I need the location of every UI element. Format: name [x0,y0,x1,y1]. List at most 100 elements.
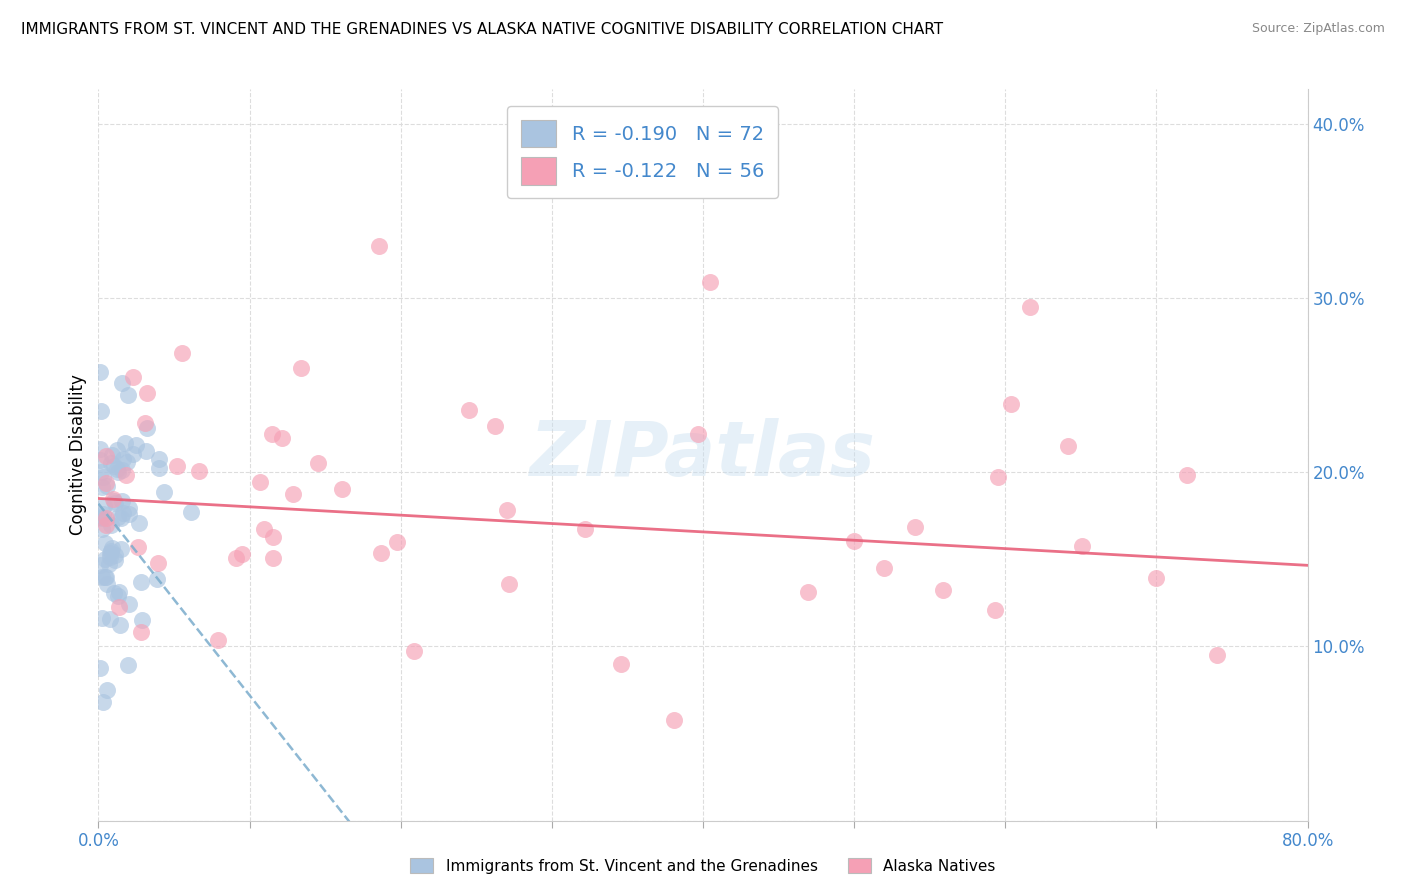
Point [166,458,188,473]
Point [249,475,271,489]
Point [110,511,132,525]
Point [135,385,157,400]
Point [115,455,138,469]
Point [91,695,114,709]
Point [111,494,134,508]
Point [904,520,927,534]
Point [108,618,131,632]
Point [262,550,284,565]
Point [180,506,202,520]
Point [94,518,117,533]
Point [262,530,284,544]
Point [129,574,152,589]
Point [114,436,136,450]
Point [402,644,425,658]
Point [94,535,117,549]
Point [90,404,112,418]
Point [148,451,170,466]
Point [283,486,305,500]
Point [484,418,506,433]
Point [688,426,710,441]
Point [107,600,129,615]
Point [89,365,111,379]
Point [148,461,170,475]
Point [1206,648,1229,663]
Point [104,548,127,562]
Point [104,496,127,510]
Point [307,456,329,470]
Point [496,503,519,517]
Point [121,447,143,461]
Point [610,657,633,671]
Point [290,360,312,375]
Point [117,657,139,672]
Point [103,458,125,473]
Point [498,577,520,591]
Point [172,345,194,359]
Point [98,550,121,565]
Point [108,585,131,599]
Point [153,485,176,500]
Point [271,431,294,445]
Point [129,625,152,640]
Point [97,557,120,571]
Point [103,494,125,508]
Point [699,275,721,289]
Point [844,534,866,549]
Point [89,558,111,573]
Point [100,544,122,558]
Point [98,546,121,560]
Point [1175,467,1198,482]
Point [90,480,112,494]
Point [96,478,118,492]
Point [873,561,896,575]
Point [253,522,276,536]
Point [207,632,229,647]
Point [89,661,111,675]
Point [91,508,114,522]
Point [330,482,353,496]
Point [105,462,128,476]
Point [111,463,134,477]
Point [128,516,150,531]
Point [100,517,122,532]
Point [94,570,117,584]
Point [262,426,284,441]
Text: ZIPatlas: ZIPatlas [530,418,876,491]
Legend: R = -0.190   N = 72, R = -0.122   N = 56: R = -0.190 N = 72, R = -0.122 N = 56 [508,106,778,198]
Point [225,551,247,566]
Point [1056,439,1078,453]
Point [98,612,121,626]
Point [101,449,124,463]
Point [93,499,115,513]
Point [131,613,153,627]
Point [574,522,596,536]
Point [135,421,157,435]
Point [100,456,122,470]
Point [188,464,211,478]
Point [231,547,253,561]
Point [118,507,141,521]
Point [90,511,112,525]
Point [91,611,114,625]
Point [368,239,391,253]
Point [385,535,408,549]
Point [91,570,114,584]
Point [1018,301,1040,315]
Point [89,442,111,456]
Point [101,492,124,507]
Point [107,465,129,479]
Point [931,582,953,597]
Point [115,468,138,483]
Point [146,556,169,570]
Point [91,470,114,484]
Point [117,388,139,402]
Point [112,506,135,520]
Point [1070,539,1092,553]
Legend: Immigrants from St. Vincent and the Grenadines, Alaska Natives: Immigrants from St. Vincent and the Gren… [405,852,1001,880]
Point [94,510,117,524]
Text: Source: ZipAtlas.com: Source: ZipAtlas.com [1251,22,1385,36]
Point [117,597,139,611]
Point [1144,571,1167,585]
Y-axis label: Cognitive Disability: Cognitive Disability [69,375,87,535]
